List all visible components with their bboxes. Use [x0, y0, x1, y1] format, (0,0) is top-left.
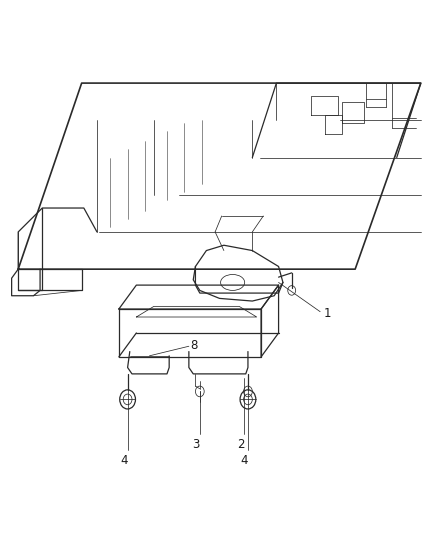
Text: 3: 3 [192, 438, 200, 451]
Text: 2: 2 [236, 438, 244, 451]
Text: 8: 8 [190, 338, 198, 352]
Text: 1: 1 [322, 307, 330, 320]
Text: 4: 4 [120, 454, 127, 466]
Text: 4: 4 [240, 454, 247, 466]
